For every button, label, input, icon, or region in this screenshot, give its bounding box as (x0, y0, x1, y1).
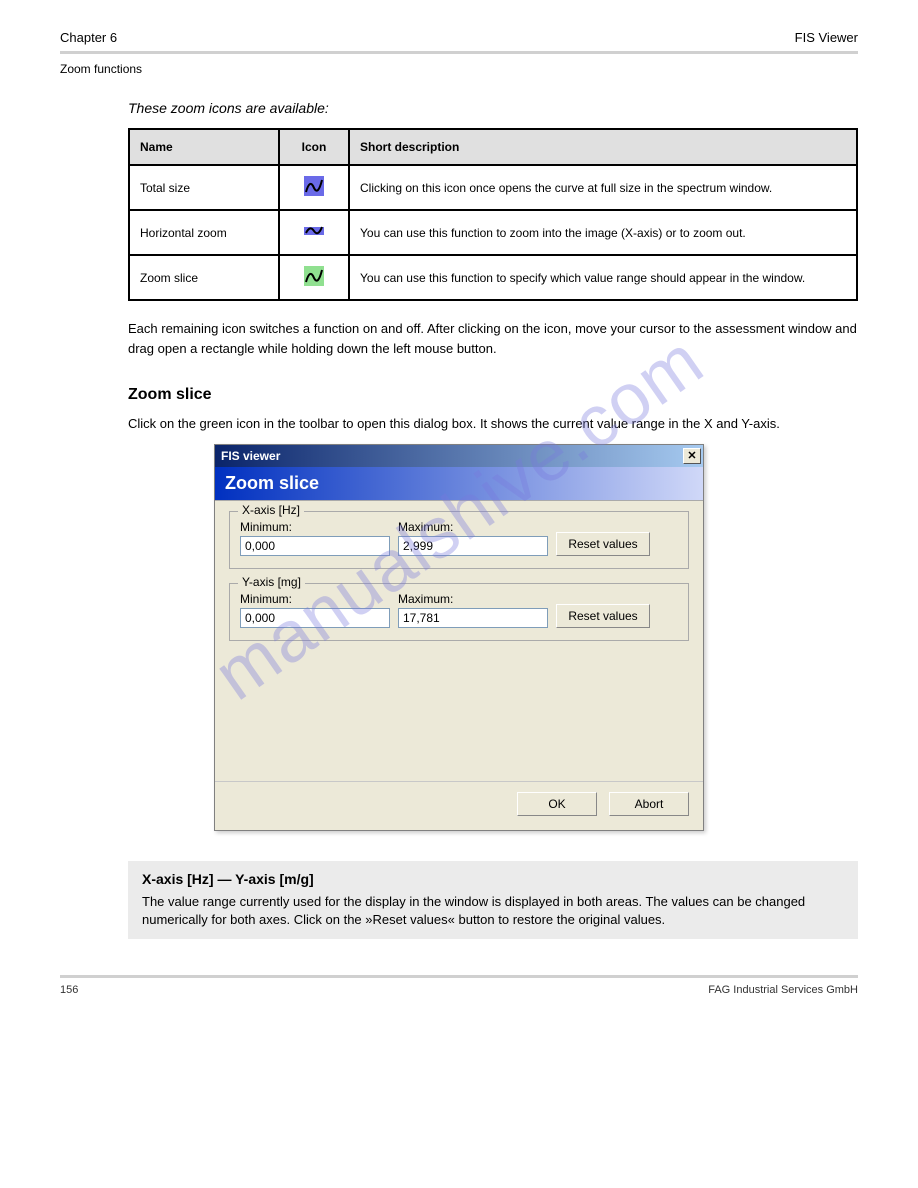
ok-button[interactable]: OK (517, 792, 597, 816)
y-axis-legend: Y-axis [mg] (238, 575, 305, 589)
row-short: You can use this function to specify whi… (349, 255, 857, 300)
dialog-banner: Zoom slice (215, 467, 703, 501)
horizontal-zoom-icon (302, 219, 326, 243)
chapter-title: FIS Viewer (795, 30, 858, 45)
zoom-features-table: Name Icon Short description Total size C… (128, 128, 858, 301)
parambox-desc: The value range currently used for the d… (142, 893, 844, 929)
page-footer: 156 FAG Industrial Services GmbH (60, 975, 858, 996)
row-short: Clicking on this icon once opens the cur… (349, 165, 857, 210)
table-row: Zoom slice You can use this function to … (129, 255, 857, 300)
row-icon-cell (279, 210, 349, 255)
zoom-slice-icon (302, 264, 326, 288)
abort-button[interactable]: Abort (609, 792, 689, 816)
y-min-input[interactable] (240, 608, 390, 628)
footer-company: FAG Industrial Services GmbH (708, 984, 858, 996)
y-max-input[interactable] (398, 608, 548, 628)
reset-y-button[interactable]: Reset values (556, 604, 650, 628)
x-axis-group: X-axis [Hz] Minimum: Maximum: Reset valu… (229, 511, 689, 569)
x-min-label: Minimum: (240, 520, 390, 534)
row-icon-cell (279, 165, 349, 210)
para-zoom-intro: Click on the green icon in the toolbar t… (128, 414, 858, 434)
row-name: Total size (129, 165, 279, 210)
parameter-box: X-axis [Hz] — Y-axis [m/g] The value ran… (128, 861, 858, 939)
th-short: Short description (349, 129, 857, 165)
reset-x-button[interactable]: Reset values (556, 532, 650, 556)
y-max-label: Maximum: (398, 592, 548, 606)
section-line: Zoom functions (60, 62, 858, 76)
page-number: 156 (60, 984, 78, 996)
row-name: Zoom slice (129, 255, 279, 300)
th-icon: Icon (279, 129, 349, 165)
x-axis-legend: X-axis [Hz] (238, 503, 304, 517)
y-axis-group: Y-axis [mg] Minimum: Maximum: Reset valu… (229, 583, 689, 641)
para-total-size: Each remaining icon switches a function … (128, 319, 858, 358)
x-max-label: Maximum: (398, 520, 548, 534)
y-min-label: Minimum: (240, 592, 390, 606)
page-header: Chapter 6 FIS Viewer (60, 30, 858, 54)
dialog-title: FIS viewer (221, 449, 280, 463)
x-max-input[interactable] (398, 536, 548, 556)
dialog-zoom-slice: FIS viewer ✕ Zoom slice X-axis [Hz] Mini… (214, 444, 704, 831)
total-size-icon (302, 174, 326, 198)
chapter-number: Chapter 6 (60, 30, 117, 45)
parambox-title: X-axis [Hz] — Y-axis [m/g] (142, 871, 844, 887)
th-name: Name (129, 129, 279, 165)
table-caption: These zoom icons are available: (128, 100, 858, 116)
row-icon-cell (279, 255, 349, 300)
heading-zoom-slice: Zoom slice (128, 386, 858, 404)
row-short: You can use this function to zoom into t… (349, 210, 857, 255)
table-row: Total size Clicking on this icon once op… (129, 165, 857, 210)
close-icon[interactable]: ✕ (683, 448, 701, 464)
dialog-titlebar: FIS viewer ✕ (215, 445, 703, 467)
table-row: Horizontal zoom You can use this functio… (129, 210, 857, 255)
x-min-input[interactable] (240, 536, 390, 556)
row-name: Horizontal zoom (129, 210, 279, 255)
